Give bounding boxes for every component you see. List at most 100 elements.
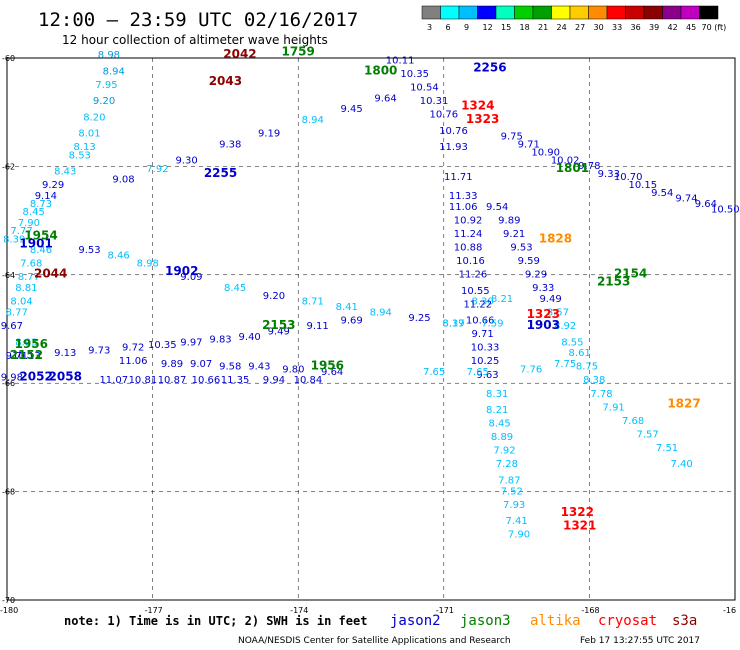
swh-value: 7.87 xyxy=(498,475,520,486)
swh-value: 10.15 xyxy=(628,180,657,191)
swh-value: 7.77 xyxy=(10,226,32,237)
swh-value: 11.71 xyxy=(444,172,473,183)
legend-entry: altika xyxy=(530,613,581,629)
swh-value: 8.77 xyxy=(6,307,28,318)
swh-value: 9.43 xyxy=(248,362,270,373)
swh-value: 9.64 xyxy=(695,199,717,210)
swh-value: 9.54 xyxy=(486,202,508,213)
scale-label: 30 xyxy=(594,23,604,32)
swh-value: 9.38 xyxy=(219,139,241,150)
scale-swatch xyxy=(458,5,478,20)
scale-label: 15 xyxy=(501,23,511,32)
scale-label: 21 xyxy=(538,23,548,32)
swh-value: 9.94 xyxy=(263,375,285,386)
swh-value: 11.06 xyxy=(119,356,148,367)
track-time-label: 1323 xyxy=(466,112,499,126)
swh-value: 7.92 xyxy=(146,164,168,175)
track-time-label: 1801 xyxy=(556,161,589,175)
scale-label: 70 (ft) xyxy=(702,23,727,32)
swh-value: 11.06 xyxy=(449,202,478,213)
swh-value: 9.20 xyxy=(93,96,115,107)
swh-value: 7.52 xyxy=(501,486,523,497)
track-time-label: 2153 xyxy=(262,318,295,332)
swh-value: 8.17 xyxy=(442,318,464,329)
swh-value: 8.39 xyxy=(3,234,25,245)
swh-value: 8.57 xyxy=(547,307,569,318)
scale-swatch xyxy=(588,5,608,20)
swh-value: 10.90 xyxy=(531,148,560,159)
swh-value: 8.13 xyxy=(74,142,96,153)
track-time-label: 1828 xyxy=(539,231,572,245)
swh-value: 8.55 xyxy=(561,337,583,348)
swh-value: 8.31 xyxy=(486,389,508,400)
swh-value: 10.35 xyxy=(148,340,177,351)
y-tick-label: -60 xyxy=(2,54,15,63)
scale-label: 6 xyxy=(446,23,451,32)
swh-value: 8.38 xyxy=(583,375,605,386)
swh-value: 9.74 xyxy=(675,194,697,205)
swh-value: 8.04 xyxy=(10,297,32,308)
swh-value: 9.13 xyxy=(54,348,76,359)
swh-value: 9.64 xyxy=(374,93,396,104)
swh-value: 9.58 xyxy=(219,362,241,373)
legend-entry: cryosat xyxy=(598,613,657,629)
swh-value: 8.39 xyxy=(442,318,464,329)
scale-label: 45 xyxy=(686,23,696,32)
swh-value: 7.78 xyxy=(590,389,612,400)
swh-value: 9.29 xyxy=(42,180,64,191)
swh-value: 9.53 xyxy=(78,245,100,256)
swh-value: 7.92 xyxy=(493,446,515,457)
swh-value: 7.68 xyxy=(622,416,644,427)
swh-value: 9.83 xyxy=(209,335,231,346)
track-time-label: 2052 xyxy=(19,369,52,383)
grid xyxy=(7,58,735,600)
chart-title: 12:00 – 23:59 UTC 02/16/2017 xyxy=(38,9,358,31)
y-tick-label: -64 xyxy=(2,271,15,280)
swh-value: 8.98 xyxy=(137,259,159,270)
swh-value: 8.21 xyxy=(486,405,508,416)
swh-value: 7.59 xyxy=(481,318,503,329)
scale-label: 42 xyxy=(668,23,678,32)
swh-value: 8.94 xyxy=(302,115,324,126)
swh-value: 11.35 xyxy=(221,375,250,386)
swh-value: 7.57 xyxy=(637,429,659,440)
swh-value: 9.49 xyxy=(539,294,561,305)
swh-value: 10.35 xyxy=(400,69,429,80)
swh-value: 9.08 xyxy=(112,175,134,186)
scale-swatch xyxy=(421,5,441,20)
track-time-label: 2154 xyxy=(614,267,647,281)
scale-swatch xyxy=(680,5,700,20)
swh-value: 9.07 xyxy=(190,359,212,370)
swh-value: 8.45 xyxy=(224,283,246,294)
scale-label: 24 xyxy=(557,23,567,32)
swh-value: 9.71 xyxy=(518,139,540,150)
scale-label: 39 xyxy=(649,23,659,32)
swh-value: 10.11 xyxy=(386,55,415,66)
footer-timestamp: Feb 17 13:27:55 UTC 2017 xyxy=(580,636,700,646)
swh-value: 8.75 xyxy=(576,362,598,373)
swh-value: 11.07 xyxy=(99,375,128,386)
track-time-label: 1323 xyxy=(527,307,560,321)
swh-value: 9.89 xyxy=(161,359,183,370)
track-time-label: 1800 xyxy=(364,63,397,77)
swh-value: 7.41 xyxy=(505,516,527,527)
swh-value: 9.73 xyxy=(88,345,110,356)
track-time-label: 2153 xyxy=(597,275,630,289)
swh-value: 9.21 xyxy=(503,229,525,240)
swh-value: 8.94 xyxy=(103,66,125,77)
swh-value: 10.50 xyxy=(711,204,740,215)
swh-value: 9.30 xyxy=(175,156,197,167)
swh-value: 8.20 xyxy=(83,112,105,123)
track-time-label: 1759 xyxy=(281,44,314,58)
scale-label: 33 xyxy=(612,23,622,32)
swh-value: 8.94 xyxy=(370,307,392,318)
swh-value: 8.71 xyxy=(302,297,324,308)
scale-label: 9 xyxy=(464,23,469,32)
legend-entry: s3a xyxy=(672,613,697,629)
swh-value: 9.59 xyxy=(518,256,540,267)
swh-value: 9.33 xyxy=(532,283,554,294)
footer-credit: NOAA/NESDIS Center for Satellite Applica… xyxy=(238,636,511,646)
swh-value: 8.92 xyxy=(554,321,576,332)
track-time-label: 1902 xyxy=(165,264,198,278)
track-time-label: 1956 xyxy=(311,359,344,373)
